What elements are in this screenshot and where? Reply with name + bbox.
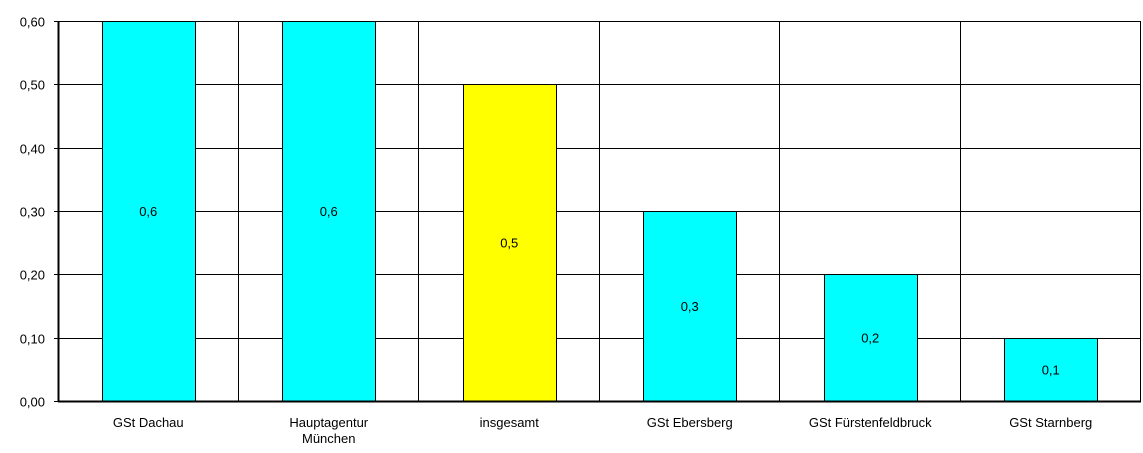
bar-value-label: 0,3 [681,299,699,314]
x-tick-label: GSt Starnberg [1009,415,1092,430]
bar-value-label: 0,6 [139,204,157,219]
bar [282,21,376,402]
bar [102,21,196,402]
x-tick-label-line: GSt Starnberg [1009,415,1092,430]
bar [463,84,557,402]
x-tick-label-line: insgesamt [480,415,540,430]
y-tick-label: 0,20 [20,268,45,283]
bar-value-label: 0,5 [500,236,518,251]
bar-value-label: 0,2 [861,331,879,346]
y-tick-label: 0,10 [20,332,45,347]
bar-value-label: 0,6 [320,204,338,219]
bar [824,274,918,402]
x-tick-label-line: Hauptagentur [289,415,368,430]
x-tick-label: insgesamt [480,415,540,430]
x-tick-label: GSt Fürstenfeldbruck [809,415,932,430]
x-tick-label: GSt Dachau [113,415,184,430]
bar-value-label: 0,1 [1042,362,1060,377]
x-tick-label: GSt Ebersberg [647,415,733,430]
x-tick-label-line: München [302,431,355,446]
y-tick-label: 0,40 [20,142,45,157]
x-tick-label-line: GSt Dachau [113,415,184,430]
x-tick-label: Hauptagentur München [289,415,368,446]
y-tick-label: 0,00 [20,395,45,410]
y-tick-label: 0,30 [20,205,45,220]
x-tick-label-line: GSt Fürstenfeldbruck [809,415,932,430]
y-tick-label: 0,50 [20,78,45,93]
x-tick-label-line: GSt Ebersberg [647,415,733,430]
y-tick-label: 0,60 [20,15,45,30]
